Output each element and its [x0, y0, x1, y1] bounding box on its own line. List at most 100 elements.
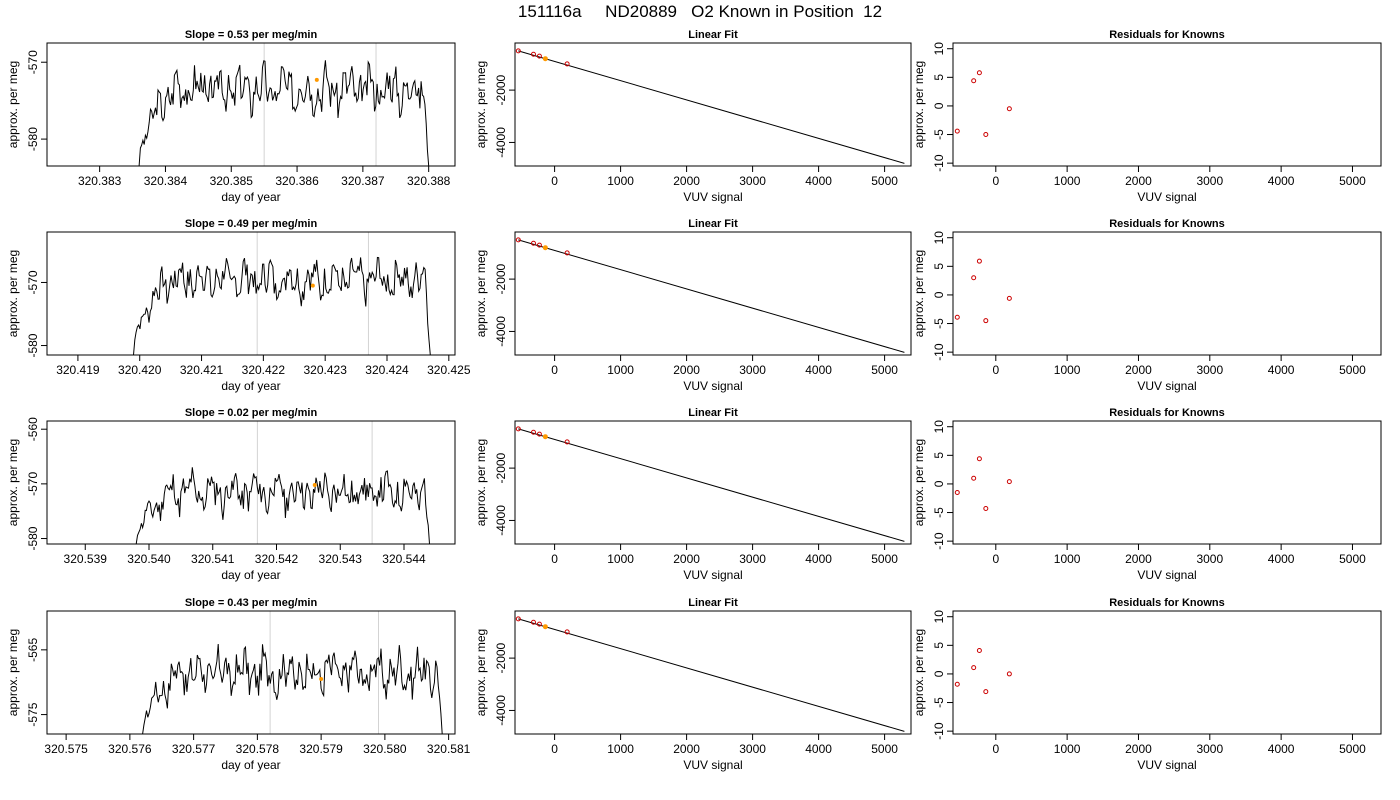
x-tick-label: 1000	[1054, 363, 1081, 377]
panel-title: Residuals for Knowns	[1109, 218, 1225, 230]
y-tick-label: -560	[26, 417, 40, 441]
fit-line	[518, 428, 905, 542]
known-point	[515, 237, 521, 243]
y-tick-label: -2000	[494, 642, 508, 673]
y-tick-label: 5	[932, 642, 946, 649]
x-tick-label: 1000	[607, 552, 634, 566]
y-tick-label: 0	[932, 102, 946, 109]
residual-point	[983, 132, 989, 138]
x-tick-label: 1000	[607, 742, 634, 756]
x-tick-label: 0	[992, 552, 999, 566]
x-axis-label: day of year	[221, 379, 280, 393]
x-tick-label: 5000	[871, 174, 898, 188]
panel-title: Residuals for Knowns	[1109, 29, 1225, 41]
residual-point	[954, 314, 960, 320]
x-tick-label: 320.539	[64, 552, 108, 566]
y-tick-label: -580	[26, 333, 40, 357]
x-tick-label: 5000	[1339, 363, 1366, 377]
panel-title: Residuals for Knowns	[1109, 597, 1225, 609]
plot-frame	[46, 420, 456, 545]
known-point	[536, 242, 542, 248]
x-tick-label: 320.423	[303, 363, 347, 377]
y-tick-label: -5	[932, 318, 946, 329]
x-tick-label: 1000	[607, 363, 634, 377]
x-tick-label: 320.575	[44, 742, 88, 756]
x-tick-label: 4000	[805, 363, 832, 377]
panel-title: Residuals for Knowns	[1109, 407, 1225, 419]
highlight-point	[542, 434, 548, 440]
known-point	[530, 240, 536, 246]
x-tick-label: 1000	[1054, 552, 1081, 566]
known-point	[515, 616, 521, 622]
data-trace	[133, 256, 431, 355]
x-tick-label: 320.576	[108, 742, 152, 756]
x-tick-label: 0	[992, 174, 999, 188]
x-tick-label: 3000	[1196, 174, 1223, 188]
y-tick-label: 0	[932, 291, 946, 298]
highlight-point	[310, 283, 315, 288]
y-axis-label: approx. per meg	[474, 629, 488, 716]
x-tick-label: 3000	[1196, 363, 1223, 377]
x-tick-label: 320.386	[275, 174, 319, 188]
residual-point	[976, 647, 982, 653]
y-tick-label: -570	[26, 270, 40, 294]
known-point	[530, 619, 536, 625]
panel-title: Linear Fit	[688, 29, 738, 41]
panel-title: Slope = 0.49 per meg/min	[185, 218, 318, 230]
x-tick-label: 3000	[739, 742, 766, 756]
x-axis-label: VUV signal	[1137, 568, 1196, 582]
x-tick-label: 5000	[871, 742, 898, 756]
x-tick-label: 1000	[607, 174, 634, 188]
residual-point	[976, 456, 982, 462]
x-tick-label: 4000	[805, 742, 832, 756]
x-tick-label: 320.542	[255, 552, 299, 566]
y-tick-label: -4000	[494, 316, 508, 347]
y-tick-label: -10	[932, 532, 946, 550]
x-tick-label: 320.541	[191, 552, 235, 566]
highlight-point	[542, 245, 548, 251]
x-axis-label: VUV signal	[683, 758, 742, 772]
y-tick-label: -4000	[494, 127, 508, 158]
x-tick-label: 320.422	[242, 363, 286, 377]
y-tick-label: 0	[932, 480, 946, 487]
known-point	[564, 61, 570, 67]
highlight-point	[314, 77, 319, 82]
x-tick-label: 320.579	[299, 742, 343, 756]
y-tick-label: 10	[932, 420, 946, 434]
panel-title: Linear Fit	[688, 597, 738, 609]
y-axis-label: approx. per meg	[912, 61, 926, 148]
x-tick-label: 320.580	[363, 742, 407, 756]
x-tick-label: 0	[551, 552, 558, 566]
residual-point	[971, 78, 977, 84]
known-point	[536, 431, 542, 437]
y-tick-label: 10	[932, 610, 946, 624]
x-tick-label: 320.581	[427, 742, 471, 756]
x-tick-label: 3000	[1196, 552, 1223, 566]
x-tick-label: 320.543	[319, 552, 363, 566]
x-axis-label: VUV signal	[1137, 190, 1196, 204]
x-tick-label: 320.424	[365, 363, 409, 377]
x-tick-label: 1000	[1054, 742, 1081, 756]
known-point	[530, 51, 536, 57]
x-tick-label: 2000	[673, 363, 700, 377]
plot-frame	[514, 610, 912, 735]
known-point	[564, 629, 570, 635]
x-tick-label: 320.383	[78, 174, 122, 188]
plot-frame	[514, 231, 912, 356]
x-tick-label: 320.425	[427, 363, 471, 377]
x-axis-label: day of year	[221, 190, 280, 204]
x-tick-label: 3000	[739, 174, 766, 188]
data-trace	[138, 60, 430, 166]
y-tick-label: -5	[932, 507, 946, 518]
known-point	[536, 621, 542, 627]
y-tick-label: -565	[26, 638, 40, 662]
y-axis-label: approx. per meg	[912, 629, 926, 716]
panel-title: Slope = 0.43 per meg/min	[185, 597, 318, 609]
residual-point	[971, 475, 977, 481]
y-tick-label: -4000	[494, 505, 508, 536]
x-axis-label: VUV signal	[683, 190, 742, 204]
x-tick-label: 320.384	[144, 174, 188, 188]
x-tick-label: 5000	[1339, 174, 1366, 188]
y-tick-label: -575	[26, 702, 40, 726]
x-tick-label: 320.420	[118, 363, 162, 377]
